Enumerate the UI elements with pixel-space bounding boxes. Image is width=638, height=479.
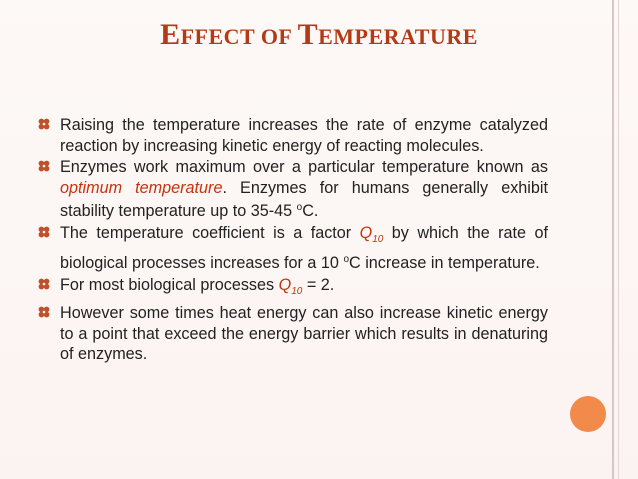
text-segment: C. (302, 202, 319, 220)
four-petal-bullet-icon (38, 226, 50, 237)
bullet-item: Enzymes work maximum over a particular t… (38, 157, 548, 222)
bullet-item: However some times heat energy can also … (38, 303, 548, 365)
q10-symbol: Q10 (278, 275, 303, 297)
right-border-line-thin (618, 0, 619, 479)
four-petal-bullet-icon (38, 307, 50, 318)
four-petal-bullet-icon (38, 278, 50, 290)
q-letter: Q (359, 223, 373, 242)
slide-title: EFFECT OF TEMPERATURE (0, 18, 638, 52)
text-segment: Enzymes work maximum over a particular t… (60, 158, 548, 176)
degree-superscript: o (296, 202, 303, 213)
bullet-item: Raising the temperature increases the ra… (38, 115, 548, 156)
bullet-text: The temperature coefficient is a factor … (60, 223, 548, 274)
text-segment: C increase in temperature. (349, 254, 540, 273)
bullet-list: Raising the temperature increases the ra… (38, 115, 548, 366)
highlighted-term: optimum temperature (60, 178, 223, 197)
text-segment: The temperature coefficient is a factor (60, 223, 360, 242)
q-subscript: 10 (372, 233, 384, 245)
four-petal-bullet-icon (38, 118, 50, 130)
right-border-line (612, 0, 614, 479)
q10-symbol: Q10 (359, 223, 384, 245)
title-part-2: EMPERATURE (318, 24, 478, 49)
bullet-text: However some times heat energy can also … (60, 304, 548, 364)
bullet-text: For most biological processes Q10 = 2. (60, 275, 548, 303)
degree-superscript: o (343, 254, 349, 266)
four-petal-bullet-icon (38, 160, 50, 172)
orange-circle-decoration (570, 396, 606, 432)
title-initial-2: T (297, 18, 319, 51)
bullet-text: Enzymes work maximum over a particular t… (60, 157, 548, 222)
q-subscript: 10 (291, 285, 303, 297)
title-part-1: FFECT OF (180, 24, 298, 49)
bullet-item: The temperature coefficient is a factor … (38, 223, 548, 274)
bullet-item: For most biological processes Q10 = 2. (38, 275, 548, 303)
title-initial-1: E (160, 18, 181, 51)
text-segment: For most biological processes (60, 275, 279, 294)
text-segment: by which the rate of biological processe… (60, 223, 548, 273)
bullet-text: Raising the temperature increases the ra… (60, 116, 548, 155)
text-segment: . Enzymes for humans generally exhibit s… (60, 178, 548, 221)
q-letter: Q (278, 275, 292, 294)
text-segment: = 2. (302, 275, 335, 294)
